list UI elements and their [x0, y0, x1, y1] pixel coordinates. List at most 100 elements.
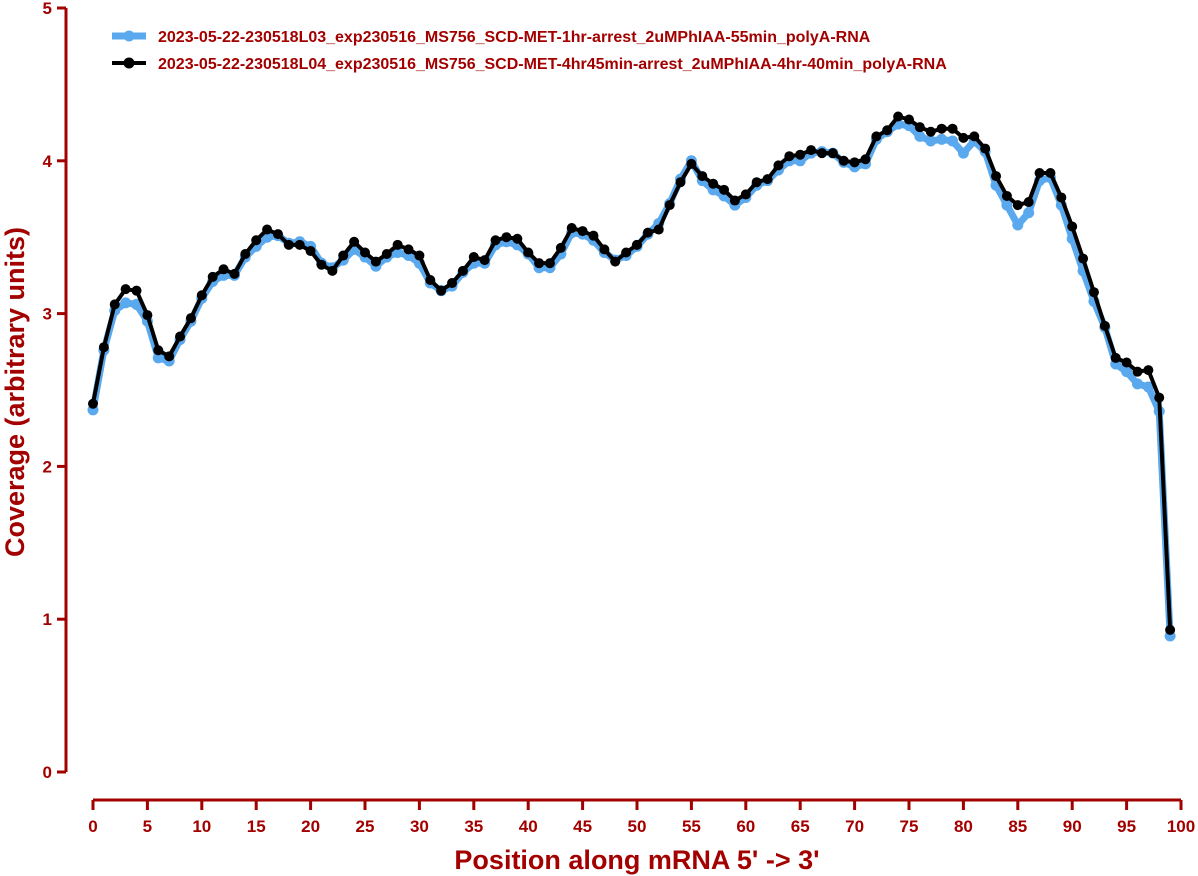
data-point — [925, 126, 936, 137]
x-tick-label: 95 — [1117, 817, 1136, 836]
data-point — [762, 174, 773, 185]
series-line — [91, 114, 1173, 630]
data-point — [969, 131, 980, 142]
data-point — [1023, 197, 1034, 208]
data-point — [1154, 392, 1165, 403]
data-point — [251, 235, 262, 246]
y-axis-title: Coverage (arbitrary units) — [0, 227, 30, 557]
data-point — [436, 285, 447, 296]
data-point — [751, 177, 762, 188]
data-point — [534, 258, 545, 269]
y-tick-label: 4 — [43, 152, 53, 171]
legend-swatch-marker — [123, 30, 135, 42]
legend-label: 2023-05-22-230518L04_exp230516_MS756_SCD… — [158, 56, 947, 73]
data-point — [1165, 624, 1176, 635]
data-point — [914, 122, 925, 133]
data-point — [849, 157, 860, 168]
x-tick-label: 20 — [301, 817, 320, 836]
data-point — [272, 229, 283, 240]
data-point — [675, 177, 686, 188]
y-tick-label: 0 — [43, 763, 52, 782]
data-point — [479, 255, 490, 266]
data-point — [936, 123, 947, 134]
data-point — [152, 352, 164, 364]
data-point — [196, 290, 207, 301]
data-point — [1078, 253, 1089, 264]
data-point — [904, 114, 914, 125]
data-point — [447, 278, 458, 289]
data-point — [131, 285, 142, 296]
x-tick-label: 65 — [791, 817, 810, 836]
data-point — [1001, 199, 1013, 211]
data-point — [1110, 352, 1121, 363]
data-point — [980, 143, 991, 154]
data-point — [610, 256, 621, 267]
data-point — [773, 160, 784, 171]
y-tick-label: 3 — [43, 305, 52, 324]
data-point — [914, 130, 926, 142]
data-point — [1142, 381, 1154, 393]
data-point — [316, 259, 327, 270]
legend-entry-2: 2023-05-22-230518L04_exp230516_MS756_SCD… — [112, 56, 947, 73]
data-point — [860, 154, 871, 165]
data-point — [523, 247, 534, 258]
data-point — [816, 148, 827, 159]
data-point — [142, 310, 153, 321]
data-point — [425, 274, 436, 285]
data-point — [871, 131, 882, 142]
data-point — [349, 236, 360, 247]
data-point — [957, 147, 969, 159]
data-point — [588, 230, 599, 241]
data-point — [947, 135, 959, 147]
data-point — [457, 265, 468, 276]
data-point — [338, 250, 349, 261]
data-point — [218, 264, 229, 275]
data-point — [936, 133, 948, 145]
y-tick-label: 2 — [43, 457, 52, 476]
data-point — [501, 232, 512, 243]
data-point — [1056, 192, 1067, 203]
data-point — [262, 224, 273, 235]
data-point — [697, 171, 708, 182]
data-point — [392, 239, 403, 250]
series-2 — [88, 111, 1176, 635]
x-tick-label: 30 — [410, 817, 429, 836]
data-point — [1023, 207, 1035, 219]
data-point — [403, 244, 414, 255]
x-tick-label: 55 — [682, 817, 701, 836]
x-axis-title: Position along mRNA 5' -> 3' — [454, 845, 819, 875]
data-point — [632, 239, 642, 250]
x-tick-label: 70 — [845, 817, 864, 836]
x-tick-label: 10 — [192, 817, 211, 836]
data-point — [838, 155, 849, 166]
y-tick-label: 1 — [43, 610, 52, 629]
x-tick-label: 85 — [1008, 817, 1027, 836]
data-point — [327, 265, 338, 276]
data-point — [664, 200, 675, 211]
data-point — [283, 239, 294, 250]
data-point — [1012, 219, 1024, 231]
legend-entry-1: 2023-05-22-230518L03_exp230516_MS756_SCD… — [112, 29, 871, 46]
data-point — [795, 149, 806, 160]
x-tick-label: 50 — [628, 817, 647, 836]
data-point — [827, 148, 838, 159]
x-tick-label: 5 — [143, 817, 152, 836]
data-point — [1132, 366, 1143, 377]
data-point — [1121, 366, 1133, 378]
x-tick-label: 45 — [573, 817, 592, 836]
data-point — [1143, 365, 1154, 376]
data-point — [120, 297, 132, 309]
data-point — [555, 242, 566, 253]
data-point — [1121, 357, 1132, 368]
x-tick-label: 75 — [900, 817, 919, 836]
data-point — [708, 178, 719, 189]
y-tick-label: 5 — [43, 0, 52, 18]
data-point — [599, 244, 610, 255]
data-point — [653, 224, 664, 235]
x-tick-label: 60 — [736, 817, 755, 836]
data-point — [153, 345, 164, 356]
data-point — [305, 245, 316, 256]
data-point — [925, 135, 937, 147]
